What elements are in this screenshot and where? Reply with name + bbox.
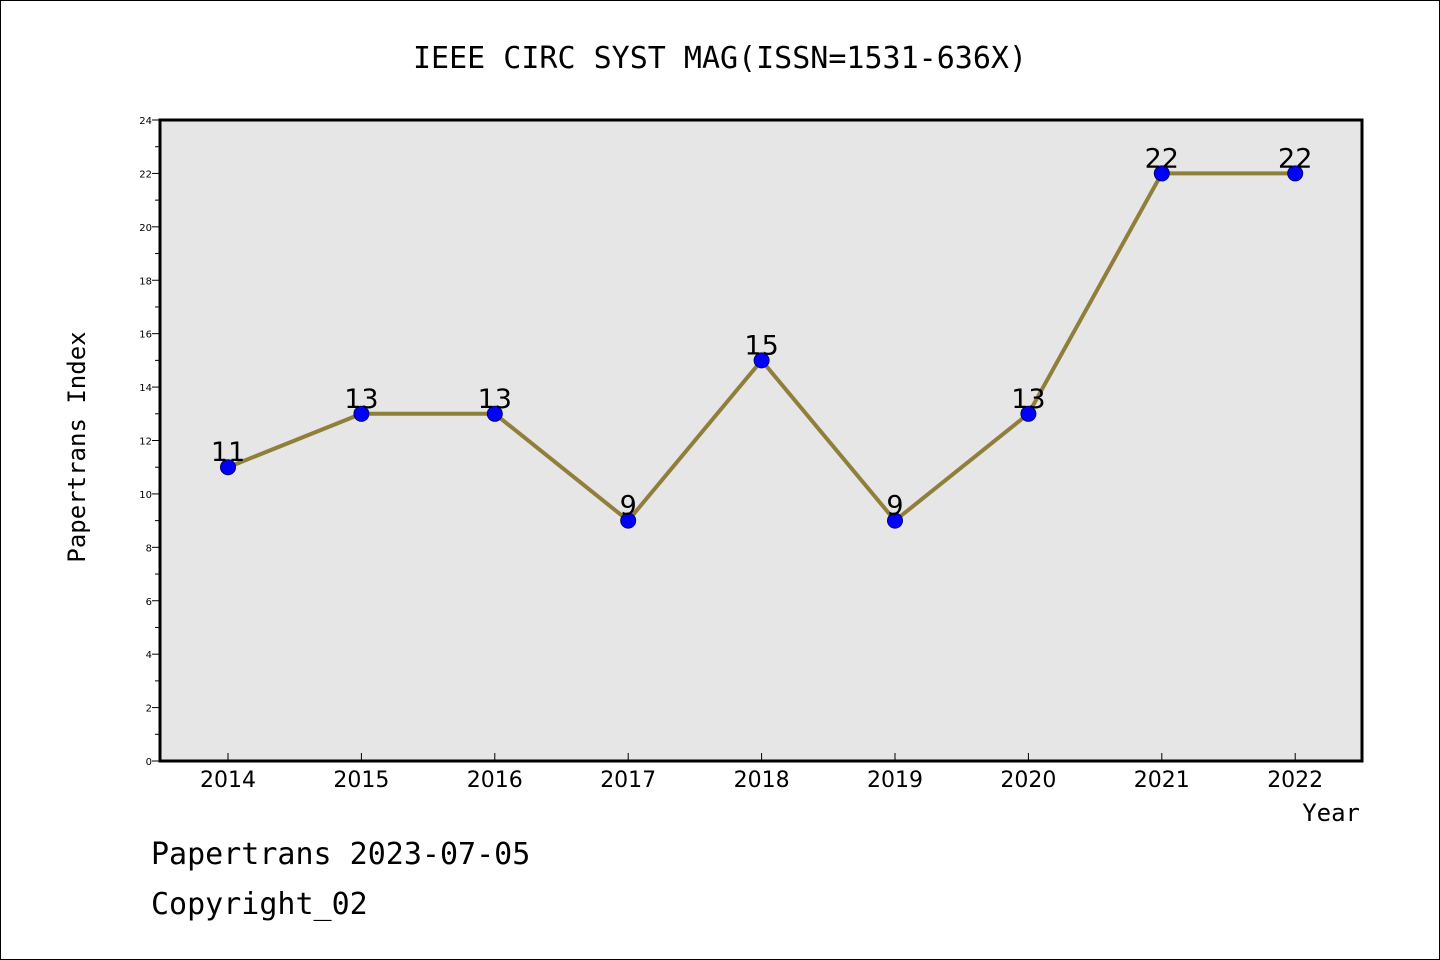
plot-area bbox=[160, 120, 1362, 761]
chart-title: IEEE CIRC SYST MAG(ISSN=1531-636X) bbox=[413, 41, 1027, 76]
x-tick-label: 2020 bbox=[1000, 768, 1056, 793]
data-label: 9 bbox=[620, 491, 637, 522]
y-tick-label: 20 bbox=[139, 223, 152, 234]
data-label: 13 bbox=[1011, 384, 1045, 415]
x-tick-label: 2017 bbox=[600, 768, 656, 793]
data-point bbox=[486, 405, 503, 422]
x-tick-label: 2019 bbox=[867, 768, 923, 793]
data-point bbox=[220, 459, 236, 476]
y-tick-label: 14 bbox=[139, 383, 152, 394]
x-tick-label: 2014 bbox=[200, 768, 256, 793]
data-label: 22 bbox=[1278, 143, 1312, 174]
y-tick-label: 6 bbox=[146, 597, 152, 608]
data-label: 13 bbox=[478, 384, 512, 415]
data-point bbox=[887, 512, 903, 529]
y-tick-label: 2 bbox=[146, 704, 152, 715]
data-point bbox=[1287, 165, 1304, 182]
y-tick-label: 16 bbox=[139, 330, 152, 341]
plot-border bbox=[158, 118, 1364, 763]
y-tick-label: 24 bbox=[139, 116, 152, 127]
data-point bbox=[753, 352, 770, 369]
y-tick-label: 12 bbox=[139, 437, 152, 448]
y-tick-label: 4 bbox=[146, 650, 152, 661]
x-axis: 2014 2015 2016 2017 2018 2019 2020 2021 2022 bbox=[200, 753, 1323, 793]
x-tick-label: 2016 bbox=[467, 768, 523, 793]
data-point bbox=[620, 512, 637, 529]
data-label: 15 bbox=[744, 330, 778, 361]
data-label: 11 bbox=[211, 437, 245, 468]
data-point bbox=[353, 405, 370, 422]
y-axis-label: Papertrans Index bbox=[63, 331, 91, 562]
series-line-group: 11 13 13 9 15 9 13 22 22 bbox=[211, 143, 1312, 529]
data-point bbox=[1020, 405, 1037, 422]
x-axis-label: Year bbox=[1302, 799, 1360, 827]
y-tick-label: 10 bbox=[139, 490, 152, 501]
data-label: 9 bbox=[886, 491, 903, 522]
x-tick-label: 2022 bbox=[1267, 768, 1323, 793]
data-label: 13 bbox=[344, 384, 378, 415]
x-tick-label: 2018 bbox=[734, 768, 790, 793]
y-tick-label: 0 bbox=[146, 757, 152, 768]
data-point bbox=[1153, 165, 1170, 182]
y-tick-label: 18 bbox=[139, 276, 152, 287]
x-tick-label: 2015 bbox=[333, 768, 389, 793]
copyright-text: Copyright_02 bbox=[151, 887, 368, 922]
y-tick-label: 8 bbox=[146, 543, 152, 554]
x-tick-label: 2021 bbox=[1134, 768, 1190, 793]
y-tick-label: 22 bbox=[139, 169, 152, 180]
source-date-text: Papertrans 2023-07-05 bbox=[151, 837, 531, 872]
data-label: 22 bbox=[1145, 143, 1179, 174]
